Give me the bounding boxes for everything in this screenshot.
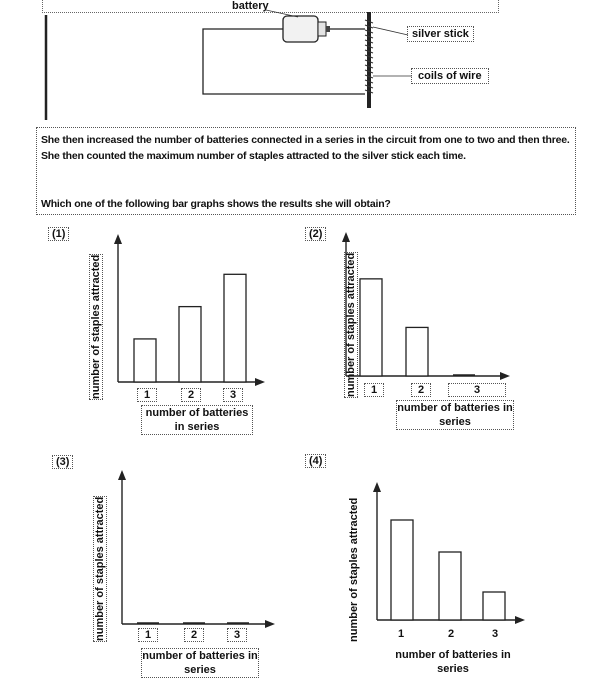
question-box: She then increased the number of batteri… xyxy=(36,127,576,215)
y-axis-arrow xyxy=(114,234,122,244)
x-tick-label: 1 xyxy=(364,383,384,397)
coils-label: coils of wire xyxy=(411,68,489,84)
y-axis-label: number of staples attracted xyxy=(93,495,107,642)
circuit-diagram xyxy=(44,9,412,120)
x-axis-label: number of batteries in series xyxy=(395,649,511,675)
silver-stick-label: silver stick xyxy=(407,26,474,42)
chart-plot xyxy=(114,234,265,386)
x-tick-label: 1 xyxy=(138,628,158,642)
x-axis-label: number of batteries in series xyxy=(141,405,253,435)
x-tick-label: 2 xyxy=(447,628,455,640)
chart-plot xyxy=(342,232,510,380)
bar xyxy=(133,338,157,383)
x-tick-label: 3 xyxy=(448,383,506,397)
y-axis-label: number of staples attracted xyxy=(348,497,360,642)
question-prompt: Which one of the following bar graphs sh… xyxy=(41,198,391,210)
x-axis-arrow xyxy=(500,372,510,380)
x-tick-label: 3 xyxy=(223,388,243,402)
option-label[interactable]: (1) xyxy=(48,227,70,241)
x-tick-label: 3 xyxy=(491,628,499,640)
bar xyxy=(405,326,429,377)
y-axis-arrow xyxy=(342,232,350,242)
x-axis-arrow xyxy=(515,616,525,624)
circuit-wire xyxy=(202,28,365,95)
bar xyxy=(223,273,247,383)
x-tick-label: 2 xyxy=(181,388,201,402)
question-paragraph: She then increased the number of batteri… xyxy=(41,134,570,162)
x-tick-label: 2 xyxy=(184,628,204,642)
y-axis-label: number of staples attracted xyxy=(89,253,103,400)
battery-label: battery xyxy=(232,0,269,12)
bar xyxy=(390,519,414,621)
chart-option-4: (4) number of staples attracted 1 2 3 nu… xyxy=(300,452,560,682)
x-axis-arrow xyxy=(255,378,265,386)
x-tick-label: 2 xyxy=(411,383,431,397)
top-frame xyxy=(42,0,499,13)
option-label[interactable]: (4) xyxy=(305,454,327,468)
x-tick-label: 3 xyxy=(227,628,247,642)
bar xyxy=(178,305,202,383)
bar xyxy=(359,278,383,377)
x-axis-label: number of batteries in series xyxy=(141,648,259,678)
chart-plot xyxy=(118,470,275,628)
bar xyxy=(438,551,462,621)
x-axis-label: number of batteries in series xyxy=(396,400,514,430)
x-axis-arrow xyxy=(265,620,275,628)
option-label[interactable]: (2) xyxy=(305,227,327,241)
x-tick-label: 1 xyxy=(397,628,405,640)
chart-option-3: (3) number of staples attracted 1 2 3 nu… xyxy=(40,452,300,682)
bar xyxy=(482,591,506,621)
chart-option-1: (1) number of staples attracted 1 2 3 nu… xyxy=(40,222,300,447)
option-label[interactable]: (3) xyxy=(52,455,74,469)
y-axis-arrow xyxy=(118,470,126,480)
chart-plot xyxy=(373,482,525,624)
chart-option-2: (2) number of staples attracted 1 2 3 nu… xyxy=(300,222,560,447)
y-axis-arrow xyxy=(373,482,381,492)
x-tick-label: 1 xyxy=(137,388,157,402)
y-axis-label: number of staples attracted xyxy=(344,251,358,398)
coil-icon xyxy=(364,12,374,108)
battery-icon xyxy=(282,15,330,43)
